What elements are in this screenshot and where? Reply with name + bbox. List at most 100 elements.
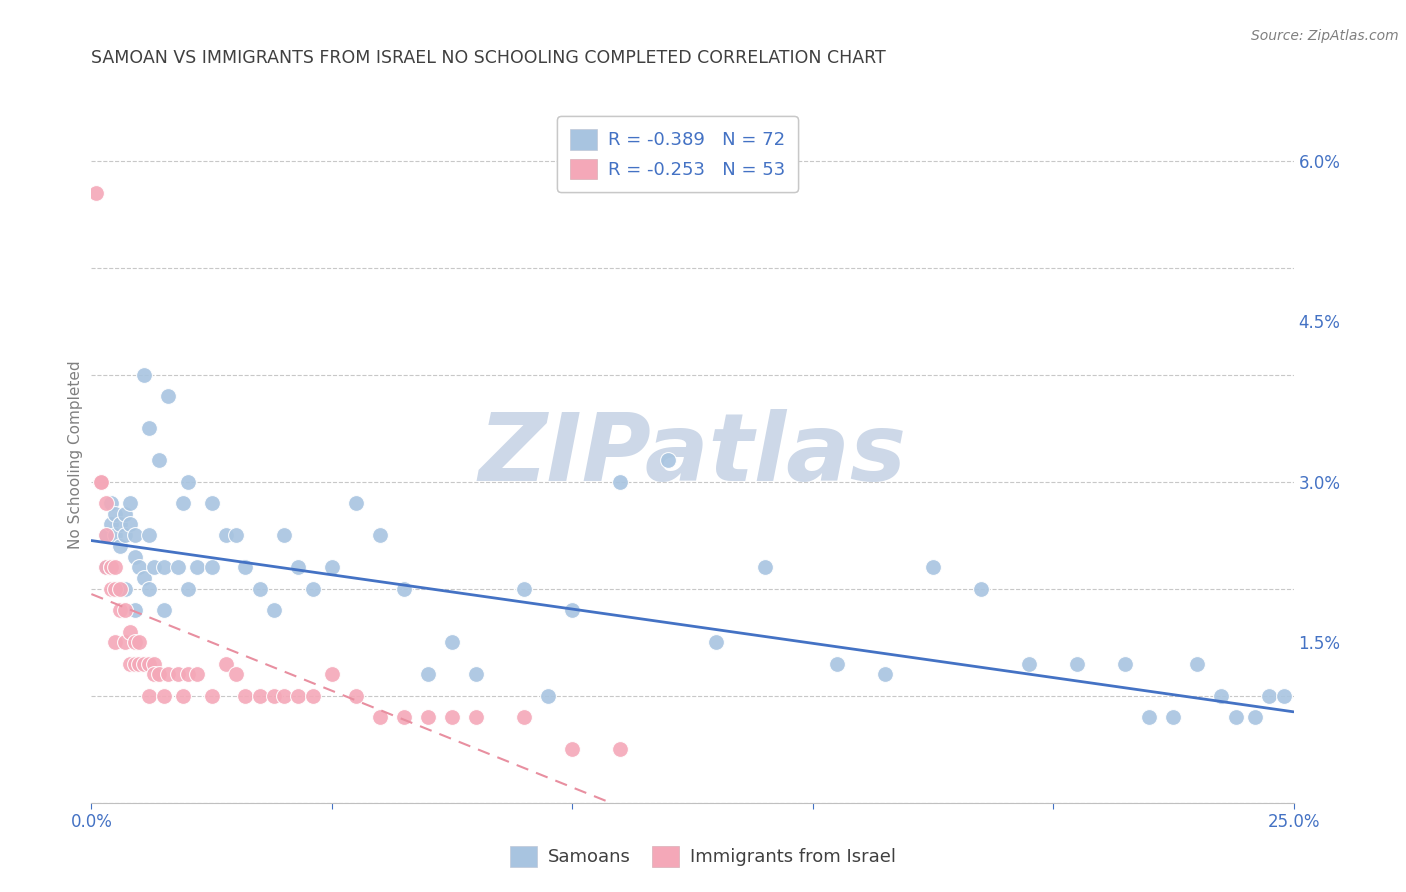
Text: ZIPatlas: ZIPatlas	[478, 409, 907, 501]
Point	[368, 710, 391, 724]
Point	[233, 560, 256, 574]
Point	[148, 667, 170, 681]
Point	[148, 453, 170, 467]
Point	[128, 635, 150, 649]
Point	[167, 667, 190, 681]
Y-axis label: No Schooling Completed: No Schooling Completed	[67, 360, 83, 549]
Point	[233, 689, 256, 703]
Point	[263, 689, 285, 703]
Point	[970, 582, 993, 596]
Point	[287, 560, 309, 574]
Point	[416, 667, 439, 681]
Point	[215, 657, 238, 671]
Point	[392, 710, 415, 724]
Point	[392, 582, 415, 596]
Point	[118, 624, 141, 639]
Point	[1066, 657, 1088, 671]
Point	[249, 689, 271, 703]
Point	[90, 475, 112, 489]
Point	[100, 560, 122, 574]
Point	[344, 689, 367, 703]
Point	[1187, 657, 1209, 671]
Point	[110, 582, 132, 596]
Point	[114, 603, 136, 617]
Point	[225, 667, 247, 681]
Point	[152, 560, 174, 574]
Point	[118, 496, 141, 510]
Point	[201, 689, 224, 703]
Point	[1211, 689, 1233, 703]
Point	[1018, 657, 1040, 671]
Point	[825, 657, 848, 671]
Point	[873, 667, 896, 681]
Point	[90, 475, 112, 489]
Point	[176, 667, 198, 681]
Point	[157, 389, 180, 403]
Point	[513, 582, 536, 596]
Point	[134, 368, 156, 382]
Point	[110, 603, 132, 617]
Point	[128, 560, 150, 574]
Point	[118, 657, 141, 671]
Point	[100, 560, 122, 574]
Point	[142, 657, 165, 671]
Point	[94, 528, 117, 542]
Point	[94, 560, 117, 574]
Point	[301, 582, 323, 596]
Point	[142, 560, 165, 574]
Legend: R = -0.389   N = 72, R = -0.253   N = 53: R = -0.389 N = 72, R = -0.253 N = 53	[557, 116, 797, 192]
Point	[114, 582, 136, 596]
Point	[465, 667, 488, 681]
Point	[138, 657, 160, 671]
Point	[104, 528, 127, 542]
Point	[94, 560, 117, 574]
Point	[167, 560, 190, 574]
Point	[465, 710, 488, 724]
Point	[561, 742, 583, 756]
Point	[142, 667, 165, 681]
Point	[124, 528, 146, 542]
Point	[1114, 657, 1136, 671]
Point	[301, 689, 323, 703]
Point	[1244, 710, 1267, 724]
Point	[124, 603, 146, 617]
Point	[609, 475, 631, 489]
Point	[201, 496, 224, 510]
Point	[124, 657, 146, 671]
Point	[1272, 689, 1295, 703]
Point	[440, 635, 463, 649]
Point	[104, 507, 127, 521]
Point	[172, 689, 194, 703]
Legend: Samoans, Immigrants from Israel: Samoans, Immigrants from Israel	[502, 838, 904, 874]
Point	[138, 421, 160, 435]
Point	[561, 603, 583, 617]
Point	[110, 539, 132, 553]
Point	[114, 507, 136, 521]
Point	[152, 603, 174, 617]
Point	[104, 635, 127, 649]
Point	[922, 560, 945, 574]
Point	[138, 689, 160, 703]
Point	[104, 582, 127, 596]
Point	[263, 603, 285, 617]
Point	[1225, 710, 1247, 724]
Point	[176, 475, 198, 489]
Point	[138, 528, 160, 542]
Point	[110, 517, 132, 532]
Point	[249, 582, 271, 596]
Point	[657, 453, 679, 467]
Point	[172, 496, 194, 510]
Point	[1258, 689, 1281, 703]
Point	[513, 710, 536, 724]
Point	[287, 689, 309, 703]
Point	[1161, 710, 1184, 724]
Point	[368, 528, 391, 542]
Point	[321, 667, 343, 681]
Point	[754, 560, 776, 574]
Point	[186, 560, 208, 574]
Point	[114, 528, 136, 542]
Point	[215, 528, 238, 542]
Point	[321, 560, 343, 574]
Point	[100, 582, 122, 596]
Point	[225, 528, 247, 542]
